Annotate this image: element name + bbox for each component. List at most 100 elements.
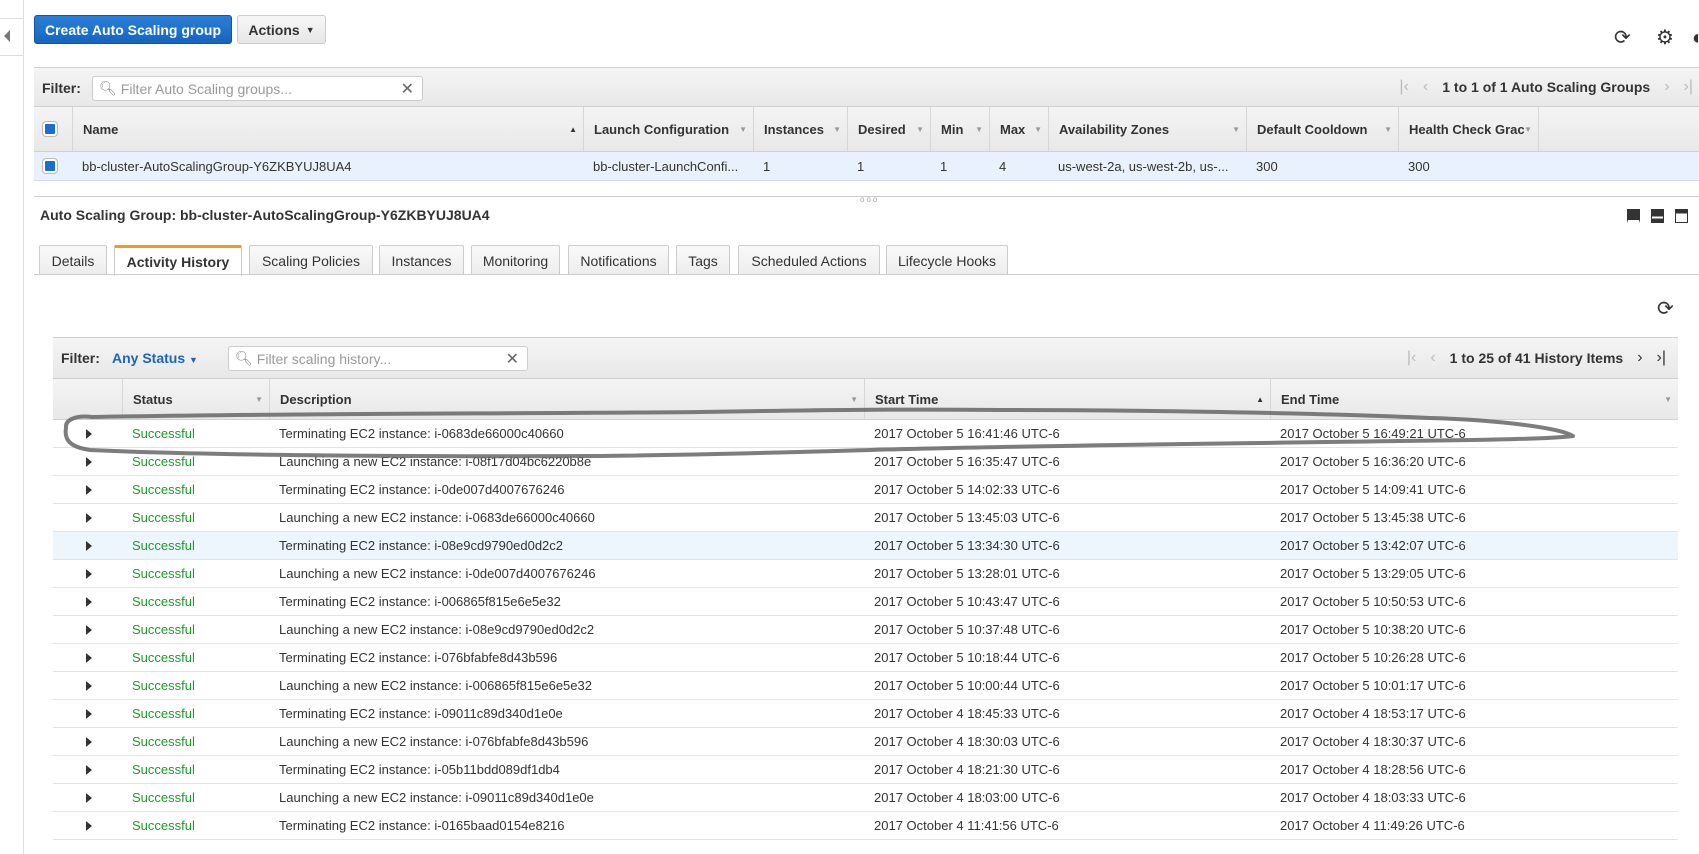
history-row[interactable]: Successful Terminating EC2 instance: i-08… xyxy=(53,532,1678,560)
expand-row-icon[interactable] xyxy=(86,793,92,803)
tab-lifecycle-hooks[interactable]: Lifecycle Hooks xyxy=(886,245,1008,275)
col-availability-zones[interactable]: Availability Zones ▼ xyxy=(1048,107,1246,151)
status-filter-dropdown[interactable]: Any Status ▼ xyxy=(112,350,198,366)
clear-icon[interactable]: ✕ xyxy=(400,80,414,98)
expand-row-icon[interactable] xyxy=(86,597,92,607)
launch-config: bb-cluster-LaunchConfi... xyxy=(593,158,739,174)
prev-page-icon[interactable]: ‹ xyxy=(1422,78,1429,95)
col-max[interactable]: Max ▼ xyxy=(989,107,1048,151)
tab-scaling-policies[interactable]: Scaling Policies xyxy=(249,245,373,275)
row-checkbox[interactable] xyxy=(42,158,58,174)
actions-button[interactable]: Actions ▼ xyxy=(237,15,326,44)
expand-row-icon[interactable] xyxy=(86,821,92,831)
description: Terminating EC2 instance: i-006865f815e6… xyxy=(279,594,561,609)
col-end-time[interactable]: End Time ▼ xyxy=(1270,379,1678,419)
col-min[interactable]: Min ▼ xyxy=(930,107,989,151)
col-description[interactable]: Description ▼ xyxy=(269,379,864,419)
history-row[interactable]: Successful Launching a new EC2 instance: … xyxy=(53,672,1678,700)
start-time: 2017 October 5 13:28:01 UTC-6 xyxy=(874,566,1060,581)
col-instances[interactable]: Instances ▼ xyxy=(753,107,847,151)
start-time: 2017 October 5 16:35:47 UTC-6 xyxy=(874,454,1060,469)
last-page-icon[interactable]: ›| xyxy=(1656,349,1666,366)
start-time: 2017 October 5 13:45:03 UTC-6 xyxy=(874,510,1060,525)
status: Successful xyxy=(132,706,195,721)
history-row[interactable]: Successful Terminating EC2 instance: i-06… xyxy=(53,420,1678,448)
expand-row-icon[interactable] xyxy=(86,681,92,691)
chevron-down-icon: ▼ xyxy=(305,24,315,35)
expand-row-icon[interactable] xyxy=(86,513,92,523)
next-page-icon[interactable]: › xyxy=(1637,349,1643,366)
collapse-sidebar-icon[interactable] xyxy=(4,30,10,42)
refresh-icon[interactable]: ⟳ xyxy=(1614,27,1631,49)
first-page-icon[interactable]: |‹ xyxy=(1399,78,1409,95)
splitter[interactable] xyxy=(34,196,1699,197)
create-auto-scaling-group-button[interactable]: Create Auto Scaling group xyxy=(34,15,232,44)
status: Successful xyxy=(132,454,195,469)
help-icon[interactable]: ◐ xyxy=(1692,27,1699,49)
expand-row-icon[interactable] xyxy=(86,569,92,579)
start-time: 2017 October 5 10:37:48 UTC-6 xyxy=(874,622,1060,637)
clear-icon[interactable]: ✕ xyxy=(505,350,519,368)
groups-pager: |‹ ‹ 1 to 1 of 1 Auto Scaling Groups › ›| xyxy=(1399,78,1693,96)
start-time: 2017 October 5 10:00:44 UTC-6 xyxy=(874,678,1060,693)
expand-row-icon[interactable] xyxy=(86,457,92,467)
description: Terminating EC2 instance: i-0165baad0154… xyxy=(279,818,565,833)
select-all-checkbox[interactable] xyxy=(42,121,58,137)
history-row[interactable]: Successful Launching a new EC2 instance: … xyxy=(53,560,1678,588)
last-page-icon[interactable]: ›| xyxy=(1683,78,1693,95)
layout-split-icon[interactable] xyxy=(1651,209,1664,223)
prev-page-icon[interactable]: ‹ xyxy=(1430,349,1436,366)
first-page-icon[interactable]: |‹ xyxy=(1406,349,1417,366)
history-row[interactable]: Successful Terminating EC2 instance: i-09… xyxy=(53,700,1678,728)
groups-filter-input[interactable]: 🔍︎ Filter Auto Scaling groups... ✕ xyxy=(92,76,423,101)
end-time: 2017 October 5 10:01:17 UTC-6 xyxy=(1280,678,1466,693)
next-page-icon[interactable]: › xyxy=(1664,78,1670,95)
refresh-history-icon[interactable]: ⟳ xyxy=(1657,298,1674,320)
layout-top-icon[interactable] xyxy=(1675,209,1688,223)
start-time: 2017 October 5 10:43:47 UTC-6 xyxy=(874,594,1060,609)
drag-handle-icon[interactable]: ooo xyxy=(860,195,880,204)
expand-row-icon[interactable] xyxy=(86,429,92,439)
expand-row-icon[interactable] xyxy=(86,709,92,719)
groups-filter-bar: Filter: 🔍︎ Filter Auto Scaling groups... ✕… xyxy=(34,67,1699,107)
tab-tags[interactable]: Tags xyxy=(676,245,730,275)
col-status[interactable]: Status ▼ xyxy=(122,379,269,419)
start-time: 2017 October 4 11:41:56 UTC-6 xyxy=(874,818,1059,833)
history-filter-input[interactable]: 🔍︎ Filter scaling history... ✕ xyxy=(228,346,528,371)
expand-row-icon[interactable] xyxy=(86,485,92,495)
expand-row-icon[interactable] xyxy=(86,625,92,635)
history-row[interactable]: Successful Terminating EC2 instance: i-05… xyxy=(53,756,1678,784)
history-row[interactable]: Successful Terminating EC2 instance: i-07… xyxy=(53,644,1678,672)
expand-row-icon[interactable] xyxy=(86,765,92,775)
start-time: 2017 October 4 18:30:03 UTC-6 xyxy=(874,734,1060,749)
tab-activity-history[interactable]: Activity History xyxy=(114,245,242,276)
expand-row-icon[interactable] xyxy=(86,737,92,747)
col-default-cooldown[interactable]: Default Cooldown ▼ xyxy=(1246,107,1398,151)
layout-bottom-icon[interactable] xyxy=(1627,209,1640,223)
group-row[interactable]: bb-cluster-AutoScalingGroup-Y6ZKBYUJ8UA4… xyxy=(34,152,1699,181)
col-start-time[interactable]: Start Time ▲ xyxy=(864,379,1270,419)
col-launch-config[interactable]: Launch Configuration ▼ xyxy=(583,107,753,151)
gear-icon[interactable]: ⚙ xyxy=(1656,27,1674,49)
tab-monitoring[interactable]: Monitoring xyxy=(471,245,560,275)
history-row[interactable]: Successful Terminating EC2 instance: i-0d… xyxy=(53,476,1678,504)
expand-row-icon[interactable] xyxy=(86,541,92,551)
history-row[interactable]: Successful Terminating EC2 instance: i-01… xyxy=(53,812,1678,840)
col-health-check[interactable]: Health Check Grac ▼ xyxy=(1398,107,1539,151)
history-row[interactable]: Successful Launching a new EC2 instance: … xyxy=(53,784,1678,812)
history-row[interactable]: Successful Launching a new EC2 instance: … xyxy=(53,616,1678,644)
history-row[interactable]: Successful Terminating EC2 instance: i-00… xyxy=(53,588,1678,616)
history-row[interactable]: Successful Launching a new EC2 instance: … xyxy=(53,728,1678,756)
tab-scheduled-actions[interactable]: Scheduled Actions xyxy=(738,245,880,275)
tab-notifications[interactable]: Notifications xyxy=(568,245,669,275)
history-row[interactable]: Successful Launching a new EC2 instance: … xyxy=(53,448,1678,476)
col-name[interactable]: Name ▲ xyxy=(72,107,583,151)
tab-details[interactable]: Details xyxy=(39,245,107,275)
expand-row-icon[interactable] xyxy=(86,653,92,663)
description: Launching a new EC2 instance: i-0683de66… xyxy=(279,510,595,525)
tab-instances[interactable]: Instances xyxy=(379,245,464,275)
col-desired[interactable]: Desired ▼ xyxy=(847,107,930,151)
description: Terminating EC2 instance: i-076bfabfe8d4… xyxy=(279,650,558,665)
start-time: 2017 October 4 18:03:00 UTC-6 xyxy=(874,790,1060,805)
history-row[interactable]: Successful Launching a new EC2 instance: … xyxy=(53,504,1678,532)
